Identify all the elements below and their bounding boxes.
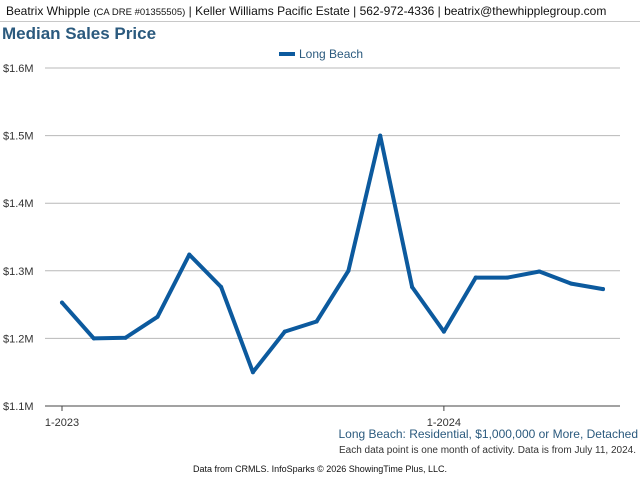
y-tick-label: $1.4M bbox=[3, 198, 34, 210]
x-tick-label: 1-2023 bbox=[45, 417, 79, 429]
data-point[interactable] bbox=[155, 314, 160, 319]
chart-title: Median Sales Price bbox=[2, 24, 157, 43]
data-point[interactable] bbox=[537, 269, 542, 274]
data-point[interactable] bbox=[378, 133, 383, 138]
agent-name: Beatrix Whipple bbox=[6, 4, 91, 18]
y-tick-label: $1.3M bbox=[3, 266, 34, 278]
data-point[interactable] bbox=[473, 275, 478, 280]
data-point[interactable] bbox=[601, 287, 605, 292]
data-point[interactable] bbox=[505, 275, 510, 280]
data-point[interactable] bbox=[314, 319, 319, 324]
x-tick-label: 1-2024 bbox=[427, 417, 461, 429]
filter-note: Long Beach: Residential, $1,000,000 or M… bbox=[338, 427, 638, 441]
activity-note: Each data point is one month of activity… bbox=[338, 445, 636, 456]
agent-license: (CA DRE #01355505) bbox=[93, 7, 186, 18]
data-point[interactable] bbox=[282, 329, 287, 334]
data-point[interactable] bbox=[410, 285, 415, 290]
data-point[interactable] bbox=[219, 285, 224, 290]
data-point[interactable] bbox=[250, 370, 255, 375]
y-tick-label: $1.6M bbox=[3, 63, 34, 75]
data-point[interactable] bbox=[91, 336, 96, 341]
y-tick-label: $1.2M bbox=[3, 333, 34, 345]
data-point[interactable] bbox=[60, 300, 64, 305]
agent-header: Beatrix Whipple (CA DRE #01355505) | Kel… bbox=[0, 0, 640, 22]
source-footer: Data from CRMLS. InfoSparks © 2026 Showi… bbox=[193, 464, 447, 474]
data-point[interactable] bbox=[346, 268, 351, 273]
y-tick-label: $1.1M bbox=[3, 401, 34, 413]
agent-contact: | Keller Williams Pacific Estate | 562-9… bbox=[188, 4, 607, 18]
y-tick-label: $1.5M bbox=[3, 131, 34, 143]
series-line bbox=[60, 133, 605, 375]
data-point[interactable] bbox=[187, 252, 192, 257]
data-point[interactable] bbox=[569, 281, 574, 286]
legend-label: Long Beach bbox=[299, 47, 363, 61]
data-point[interactable] bbox=[123, 335, 128, 340]
data-point[interactable] bbox=[441, 329, 446, 334]
